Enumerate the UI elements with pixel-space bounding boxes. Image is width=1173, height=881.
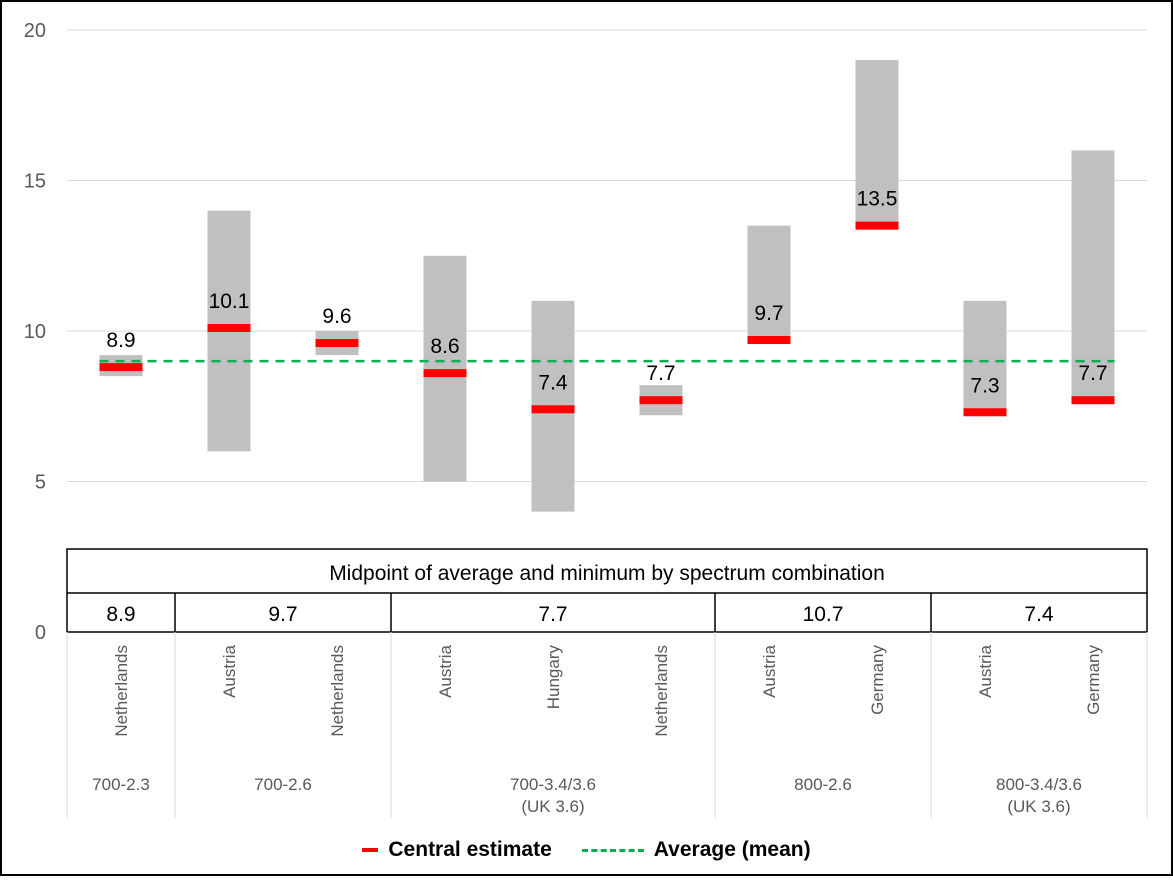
data-label: 9.6 bbox=[322, 305, 351, 328]
central-estimate-marker bbox=[315, 339, 359, 348]
category-label: Hungary bbox=[544, 645, 563, 710]
data-label: 7.4 bbox=[538, 371, 568, 394]
category-label: Austria bbox=[436, 644, 455, 697]
central-estimate-marker bbox=[423, 369, 467, 378]
data-label: 9.7 bbox=[754, 302, 783, 325]
group-midpoint: 7.7 bbox=[538, 603, 567, 626]
category-label: Austria bbox=[220, 644, 239, 697]
data-label: 7.7 bbox=[646, 362, 675, 385]
legend-label-central: Central estimate bbox=[388, 838, 552, 861]
central-estimate-marker bbox=[99, 363, 143, 372]
y-tick-label: 10 bbox=[24, 321, 46, 343]
group-label: 700-2.6 bbox=[254, 775, 312, 794]
category-label: Germany bbox=[1084, 645, 1103, 715]
average-mean-swatch bbox=[581, 848, 644, 852]
category-label: Austria bbox=[976, 644, 995, 697]
data-label: 7.3 bbox=[970, 374, 999, 397]
range-bar bbox=[747, 225, 791, 341]
central-estimate-marker bbox=[531, 405, 575, 414]
legend-label-mean: Average (mean) bbox=[653, 838, 811, 861]
group-midpoint: 9.7 bbox=[268, 603, 297, 626]
central-estimate-marker bbox=[207, 323, 251, 332]
central-estimate-marker bbox=[639, 396, 683, 405]
y-tick-label: 0 bbox=[35, 622, 46, 644]
group-label-line2: (UK 3.6) bbox=[1007, 797, 1070, 816]
legend: Central estimate Average (mean) bbox=[0, 830, 1173, 870]
group-label: 800-3.4/3.6 bbox=[996, 775, 1082, 794]
data-label: 8.6 bbox=[430, 335, 459, 358]
data-label: 8.9 bbox=[106, 329, 135, 352]
range-bar bbox=[1071, 150, 1115, 401]
range-bar bbox=[423, 255, 467, 482]
category-label: Austria bbox=[760, 644, 779, 697]
central-estimate-swatch bbox=[362, 848, 379, 852]
data-label: 7.7 bbox=[1078, 362, 1107, 385]
y-tick-label: 5 bbox=[35, 472, 46, 494]
group-midpoint: 10.7 bbox=[803, 603, 844, 626]
y-tick-label: 15 bbox=[24, 171, 46, 193]
group-label: 700-2.3 bbox=[92, 775, 150, 794]
group-label: 700-3.4/3.6 bbox=[510, 775, 596, 794]
group-label: 800-2.6 bbox=[794, 775, 852, 794]
category-label: Netherlands bbox=[328, 645, 347, 737]
data-label: 10.1 bbox=[209, 290, 250, 313]
legend-item-mean: Average (mean) bbox=[581, 838, 811, 862]
central-estimate-marker bbox=[747, 336, 791, 345]
group-midpoint: 8.9 bbox=[106, 603, 135, 626]
legend-item-central: Central estimate bbox=[362, 838, 552, 862]
y-tick-label: 20 bbox=[24, 20, 46, 42]
category-label: Netherlands bbox=[652, 645, 671, 737]
table-title: Midpoint of average and minimum by spect… bbox=[329, 562, 885, 585]
midpoint-table bbox=[66, 548, 1148, 633]
category-label: Netherlands bbox=[112, 645, 131, 737]
range-bar bbox=[855, 60, 899, 226]
group-label-line2: (UK 3.6) bbox=[521, 797, 584, 816]
group-midpoint: 7.4 bbox=[1024, 603, 1054, 626]
range-bar bbox=[963, 300, 1007, 413]
category-label: Germany bbox=[868, 645, 887, 715]
central-estimate-marker bbox=[855, 221, 899, 230]
central-estimate-marker bbox=[963, 408, 1007, 417]
data-label: 13.5 bbox=[857, 188, 898, 211]
central-estimate-marker bbox=[1071, 396, 1115, 405]
